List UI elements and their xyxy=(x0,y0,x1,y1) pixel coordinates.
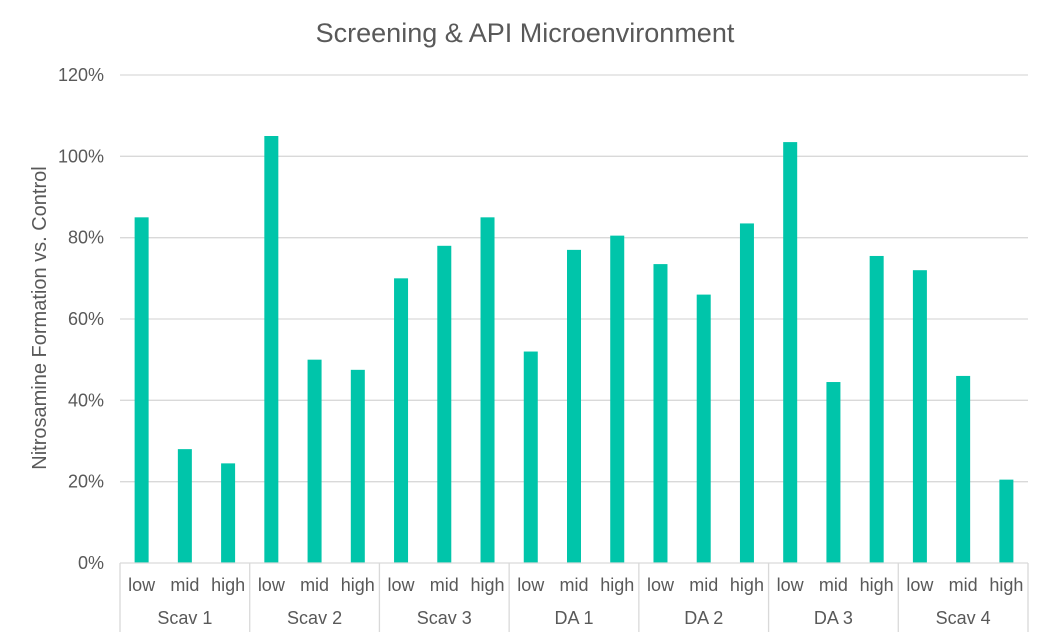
x-level-label: mid xyxy=(689,575,718,595)
x-level-label: low xyxy=(906,575,934,595)
bar xyxy=(567,249,581,563)
x-level-label: high xyxy=(989,575,1023,595)
bar xyxy=(480,217,495,564)
y-tick-label: 80% xyxy=(68,228,104,248)
x-level-label: mid xyxy=(170,575,199,595)
bar xyxy=(523,351,538,563)
x-level-label: low xyxy=(128,575,156,595)
y-tick-label: 120% xyxy=(58,65,104,85)
bar xyxy=(912,270,927,563)
y-tick-label: 60% xyxy=(68,309,104,329)
x-group-label: Scav 2 xyxy=(287,608,342,628)
bar xyxy=(956,375,971,563)
x-level-label: high xyxy=(730,575,764,595)
x-level-label: mid xyxy=(949,575,978,595)
y-tick-label: 20% xyxy=(68,472,104,492)
x-group-label: DA 1 xyxy=(554,608,593,628)
bar xyxy=(610,235,625,563)
bar xyxy=(394,278,409,563)
x-group-label: DA 2 xyxy=(684,608,723,628)
x-level-label: high xyxy=(341,575,375,595)
y-axis-label: Nitrosamine Formation vs. Control xyxy=(29,166,51,469)
x-level-label: low xyxy=(388,575,416,595)
y-tick-label: 40% xyxy=(68,390,104,410)
y-tick-label: 100% xyxy=(58,146,104,166)
x-group-label: Scav 4 xyxy=(936,608,991,628)
y-tick-label: 0% xyxy=(78,553,104,573)
bar xyxy=(134,217,149,564)
bar xyxy=(739,223,754,563)
x-level-label: high xyxy=(860,575,894,595)
bar xyxy=(869,255,884,563)
bar xyxy=(264,136,279,563)
x-level-label: low xyxy=(517,575,545,595)
x-level-label: mid xyxy=(559,575,588,595)
x-level-label: low xyxy=(258,575,286,595)
x-level-label: high xyxy=(600,575,634,595)
x-level-label: mid xyxy=(430,575,459,595)
x-group-label: Scav 3 xyxy=(417,608,472,628)
bar xyxy=(437,245,452,564)
x-group-label: Scav 1 xyxy=(157,608,212,628)
x-level-label: low xyxy=(647,575,675,595)
bars xyxy=(134,136,1014,564)
bar xyxy=(307,359,322,563)
x-group-label: DA 3 xyxy=(814,608,853,628)
bar xyxy=(696,294,711,563)
x-level-label: high xyxy=(471,575,505,595)
x-level-label: low xyxy=(777,575,805,595)
bar xyxy=(783,142,798,563)
bar xyxy=(999,479,1014,563)
x-level-label: mid xyxy=(819,575,848,595)
bar xyxy=(177,449,192,563)
bar xyxy=(653,264,668,563)
bar xyxy=(826,382,841,563)
x-level-label: mid xyxy=(300,575,329,595)
chart-title: Screening & API Microenvironment xyxy=(316,18,735,48)
x-level-label: high xyxy=(211,575,245,595)
bar xyxy=(221,463,236,563)
y-tick-labels: 0% 20% 40% 60% 80% 100% 120% xyxy=(58,65,104,573)
bar xyxy=(350,369,365,563)
